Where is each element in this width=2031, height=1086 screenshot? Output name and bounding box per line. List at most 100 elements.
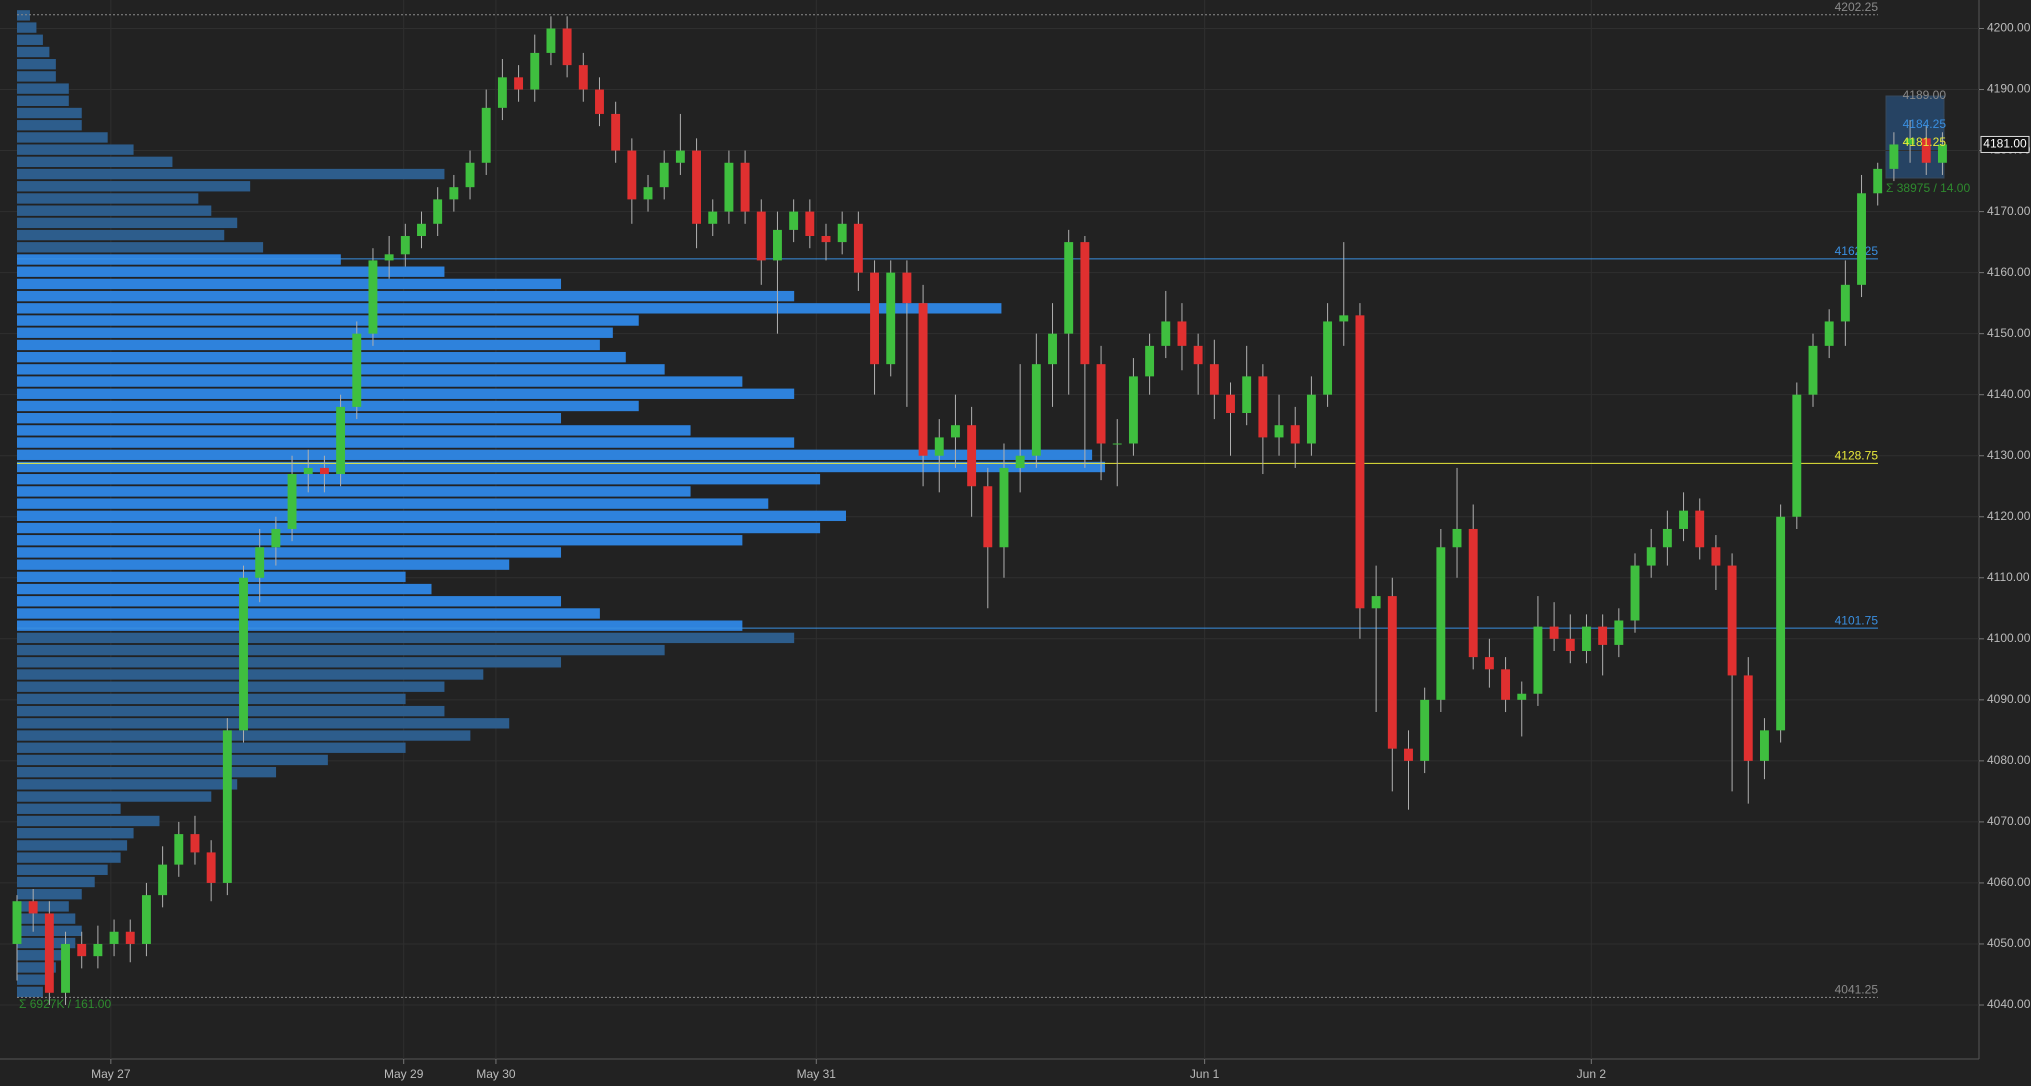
candle-body [1080,242,1090,365]
y-tick-label: 4200.00 [1987,21,2031,35]
candle-body [141,895,151,944]
profile-bar [17,791,212,802]
mini-label: 4181.25 [1903,135,1947,149]
candle-body [1937,144,1947,163]
candle-body [1193,345,1203,365]
profile-bar [17,95,69,107]
y-tick-label: 4090.00 [1987,692,2031,706]
profile-bar [17,547,562,558]
candle-body [1484,657,1494,670]
profile-bar [17,327,613,338]
profile-bar [17,83,69,94]
candle-body [1145,345,1155,377]
level-label: 4041.25 [1835,983,1879,997]
candle-body [206,852,216,883]
candle-body [1112,443,1122,445]
candle-body [1760,730,1769,761]
profile-bar [17,351,626,363]
candle-body [1404,748,1413,761]
profile-bar [17,986,43,998]
mini-label: 4184.25 [1903,117,1947,131]
profile-bar [17,852,121,863]
candle-body [417,223,426,237]
profile-bar [17,168,445,180]
candle-body [190,834,200,853]
profile-bar [17,535,743,546]
candle-body [1889,144,1899,169]
candle-body [595,89,604,114]
candle-body [902,272,912,304]
candle-body [433,199,443,224]
candle-body [562,28,572,66]
y-tick-label: 4120.00 [1987,509,2031,523]
candle-body [1808,345,1818,395]
candle-body [1598,626,1608,645]
candle-body [1662,528,1672,548]
y-tick-label: 4040.00 [1987,997,2031,1011]
candle-body [659,162,669,188]
profile-bar [17,876,95,888]
mini-label: 4189.00 [1903,88,1947,102]
candle-body [756,211,766,261]
profile-bar [17,889,82,900]
profile-bar [17,644,665,656]
candle-body [497,77,507,108]
profile-bar [17,34,43,45]
profile-bar [17,193,199,204]
profile-bar [17,120,82,131]
last-price-label: 4181.00 [1983,137,2027,151]
candle-body [1355,315,1365,609]
profile-bar [17,339,600,351]
candle-body [1209,364,1219,395]
candle-body [303,467,313,475]
candle-body [319,467,329,475]
profile-bar [17,364,665,375]
profile-bar [17,412,562,424]
candle-body [1258,376,1268,438]
candle-body [1242,376,1252,413]
candle-body [627,150,637,200]
candle-body [1468,528,1478,658]
candle-body [1614,620,1624,645]
y-tick-label: 4190.00 [1987,82,2031,96]
candle-body [1905,138,1915,145]
candle-body [999,467,1009,548]
x-tick-label: May 29 [384,1067,424,1081]
profile-bar [17,10,30,21]
candle-body [950,425,960,438]
y-tick-label: 4130.00 [1987,448,2031,462]
candle-body [1533,626,1543,694]
candle-body [1274,425,1284,438]
candle-body [352,333,362,407]
candle-body [44,913,54,993]
y-tick-label: 4150.00 [1987,326,2031,340]
profile-bar [17,571,406,583]
profile-bar [17,254,341,265]
candle-body [12,901,22,944]
candle-body [1517,693,1527,700]
candle-body [530,52,540,90]
candle-body [255,547,265,578]
candle-body [271,528,281,548]
candle-body [724,162,734,212]
y-tick-label: 4170.00 [1987,204,2031,218]
candle-body [578,65,588,90]
level-label: 4101.75 [1835,613,1879,627]
candle-body [174,834,184,865]
candle-body [1727,565,1737,676]
profile-bar [17,669,484,680]
candle-body [740,162,750,212]
candle-body [1306,394,1316,444]
profile-bar [17,132,108,143]
x-tick-label: May 27 [91,1067,131,1081]
candle-body [870,272,879,365]
profile-bar [17,437,795,448]
profile-bar [17,474,821,485]
profile-bar [17,693,406,705]
profile-bar [17,22,37,33]
candle-body [886,272,896,365]
profile-bar [17,974,50,985]
profile-bar [17,59,56,70]
profile-bar [17,510,846,522]
